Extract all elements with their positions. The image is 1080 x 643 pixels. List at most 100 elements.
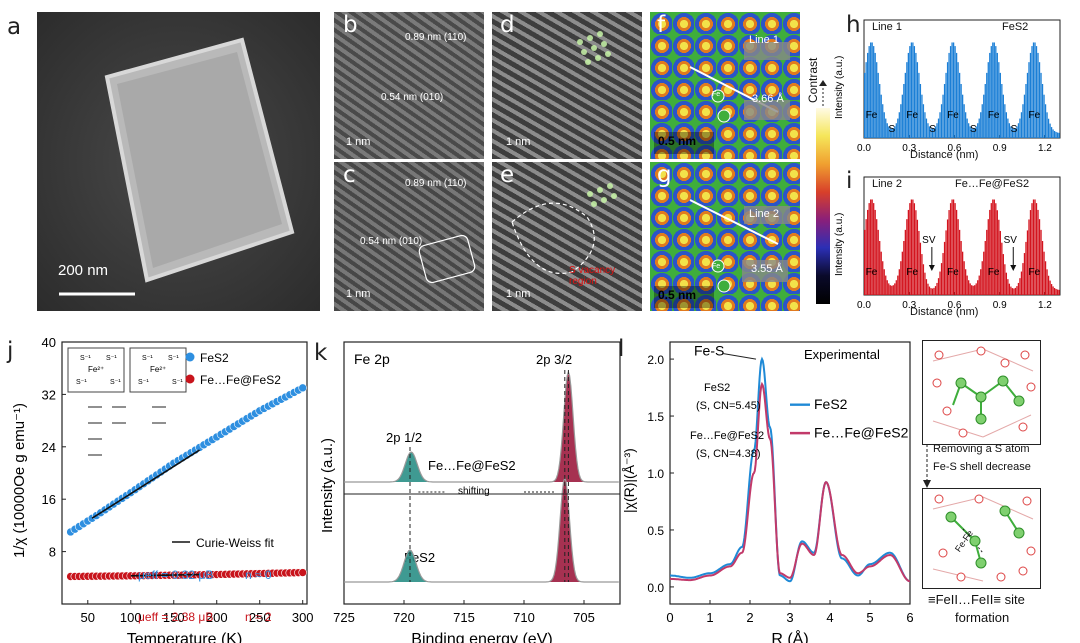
profile-bar [1047,275,1050,295]
profile-bar [965,269,967,295]
profile-bar [969,126,971,138]
x-tick-label: 705 [573,610,595,625]
profile-bar [1016,286,1018,295]
profile-bar [877,229,879,295]
profile-bar [1058,289,1060,295]
panel-l-chart: 0 1 2 3 4 5 6 0.0 0.5 1.0 1.5 2.0 R (Å) |χ(R)|(Å⁻³) Fe… [621,341,914,643]
panel-j-chart: 8 16 24 32 40 50 100 150 200 250 300 Temperature (K… [11,335,314,643]
sv-label: SV [922,235,936,246]
profile-bar [888,283,890,295]
x-tick-label: 6 [906,610,913,625]
fe-peak-label: Fe [988,110,1000,121]
profile-bar [960,241,962,295]
profile-bar [1005,272,1008,295]
profile-bar [895,280,897,295]
profile-bar [1032,199,1035,295]
panel-f-line-label: Line 1 [749,34,779,46]
s-label: S [929,124,936,135]
profile-bar [898,269,900,295]
profile-bar [1019,278,1021,295]
profile-bar [928,286,931,295]
profile-bar [993,42,995,138]
profile-bar [986,72,988,138]
profile-bar [1035,46,1038,138]
profile-bar [913,203,916,295]
x-tick-label: 5 [866,610,873,625]
profile-bar [951,42,953,138]
y-tick-label: 40 [42,335,56,350]
profile-bar [1008,123,1011,138]
profile-bar [888,126,890,138]
structure-arrow-label-2: Fe-S shell decrease [933,461,1031,473]
inset-s: S⁻¹ [110,379,121,386]
s-label: S [970,124,977,135]
profile-bar [928,126,931,138]
profile-bar [930,128,932,138]
profile-bar [900,261,902,295]
profile-bar [1043,251,1045,295]
inset-box-1 [67,347,125,393]
profile-bar [868,203,870,295]
exafs-curve-fes2 [670,356,911,583]
profile-bar [1004,104,1006,138]
panel-label-i: i [846,168,853,194]
panel-c-scale-label: 1 nm [346,288,371,300]
profile-bar [1020,112,1023,138]
profile-bar [1002,94,1004,138]
x-axis-label: R (Å) [771,629,808,643]
panel-g-line-label: Line 2 [749,208,779,220]
profile-bar [876,219,878,295]
profile-bar [981,261,983,295]
profile-bar [1031,46,1033,138]
panel-f-fe-label: Fe [712,91,721,98]
profile-bar [1044,104,1047,138]
profile-bar [879,241,881,295]
profile-bar [984,84,986,138]
fe-peak-label: Fe [866,267,878,278]
profile-bar [954,203,956,295]
profile-bar [921,94,923,138]
profile-bar [1052,129,1054,138]
profile-bar [984,241,986,295]
profile-bar [909,203,911,295]
fe-peak-label: Fe [947,110,959,121]
profile-bar [943,84,946,138]
profile-bar [1038,219,1041,295]
profile-bar [974,128,976,138]
profile-bar [922,104,925,138]
panel-label-g: g [657,162,672,188]
profile-bar [889,128,891,138]
profile-bar [934,286,937,295]
panel-label-h: h [846,12,861,38]
profile-bar [1002,254,1004,295]
profile-bar [933,287,935,295]
orbital-inset: Fe²⁺ Fe²⁺S⁻¹ S⁻¹S⁻¹ S⁻¹S⁻¹ S⁻¹S⁻¹ S⁻¹ [67,347,187,456]
profile-bar [955,209,958,295]
panel-e-scale-label: 1 nm [506,288,531,300]
profile-bar [999,72,1001,138]
profile-bar [918,72,920,138]
profile-bar [990,46,992,139]
y-tick-label: 0.0 [647,581,664,595]
peak-2p12-top [384,452,438,482]
profile-bar [999,230,1001,295]
profile-bar [963,261,965,295]
profile-bar [952,199,955,295]
panel-label-j: j [7,338,14,364]
profile-bar [943,241,946,295]
y-axis-label: 1/χ (10000Oe g emu⁻¹) [11,403,28,558]
x-tick-label: 1.2 [1038,143,1052,154]
fes2-data-point [298,383,308,393]
s-label: S [1011,124,1018,135]
panel-i-profile: Intensity (a.u.) 0.0 0.3 0.6 0.9 1.2 Fe Fe Fe Fe F… [834,176,1061,311]
x-tick-label: 2 [746,610,753,625]
x-axis-label: Temperature (K) [127,631,243,643]
profile-bar [916,62,919,138]
sv-arrow-head [928,265,935,271]
profile-bar [880,251,882,295]
profile-bar [876,62,878,138]
profile-bar [968,123,970,138]
peak-label-2p32: 2p 3/2 [536,352,572,367]
plot-frame [343,341,621,605]
experimental-label: Experimental [804,347,880,362]
